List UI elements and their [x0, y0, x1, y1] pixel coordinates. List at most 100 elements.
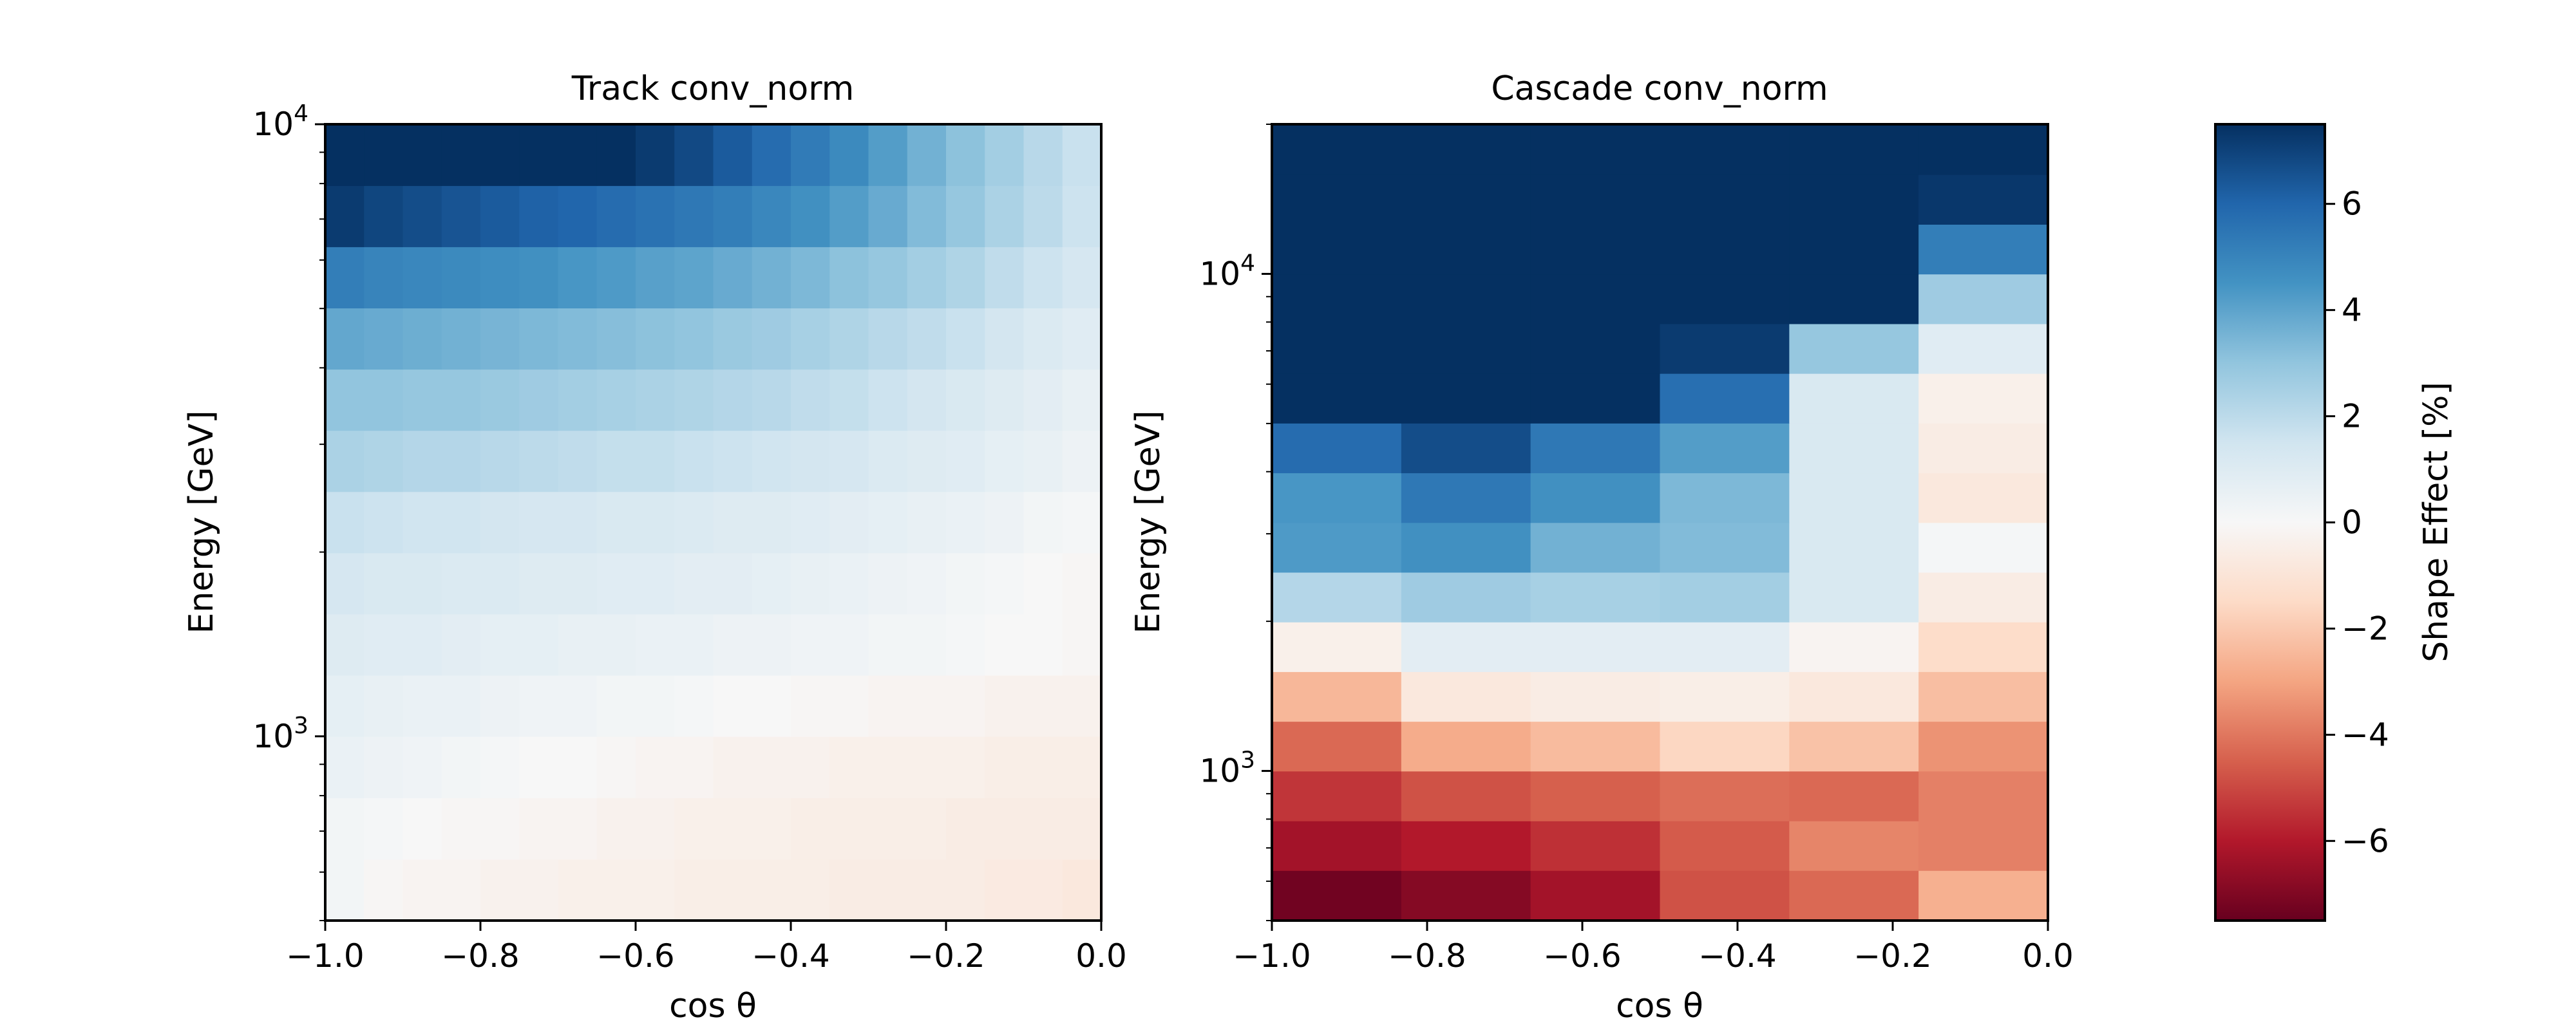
heatmap-cell — [907, 308, 947, 370]
heatmap-cell — [596, 247, 636, 309]
heatmap-cell — [441, 736, 481, 798]
heatmap-cell — [519, 308, 559, 370]
heatmap-cell — [1789, 274, 1919, 324]
heatmap-cell — [1789, 721, 1919, 772]
heatmap-cell — [674, 308, 714, 370]
heatmap-cell — [1272, 423, 1402, 474]
heatmap-cell — [1023, 247, 1063, 309]
heatmap-cell — [596, 613, 636, 676]
heatmap-cell — [596, 675, 636, 737]
heatmap-cell — [1272, 721, 1402, 772]
heatmap-cell — [868, 859, 908, 921]
heatmap-cell — [907, 124, 947, 186]
heatmap-cell — [1530, 373, 1661, 424]
heatmap-cell — [441, 124, 481, 186]
heatmap-cell — [985, 798, 1025, 860]
heatmap-cell — [1918, 174, 2049, 225]
heatmap-cell — [480, 675, 520, 737]
heatmap-cell — [985, 552, 1025, 615]
heatmap-cell — [441, 859, 481, 921]
heatmap-cell — [946, 675, 986, 737]
heatmap-cell — [868, 798, 908, 860]
heatmap-cell — [519, 491, 559, 554]
heatmap-cell — [364, 124, 404, 186]
heatmap-cell — [402, 491, 442, 554]
x-tick-label: 0.0 — [1075, 937, 1127, 975]
heatmap-cell — [1401, 572, 1531, 623]
heatmap-cell — [1918, 423, 2049, 474]
heatmap-cell — [752, 552, 791, 615]
heatmap-cell — [596, 369, 636, 431]
x-tick-label: −0.2 — [1853, 937, 1931, 975]
heatmap-cell — [402, 308, 442, 370]
heatmap-cell — [946, 369, 986, 431]
heatmap-cell — [480, 798, 520, 860]
heatmap-cell — [791, 798, 831, 860]
x-axis-ticks: −1.0 −0.8 −0.6 −0.4 −0.2 0.0 — [286, 921, 1127, 975]
heatmap-cell — [1530, 820, 1661, 871]
heatmap-cell — [1401, 870, 1531, 921]
heatmap-cell — [985, 369, 1025, 431]
heatmap-cell — [1789, 373, 1919, 424]
heatmap-cell — [829, 798, 869, 860]
heatmap-cell — [1062, 124, 1102, 186]
x-tick-label: −0.4 — [1698, 937, 1776, 975]
heatmap-cell — [1789, 423, 1919, 474]
heatmap-cell — [1272, 174, 1402, 225]
y-tick-label: 103 — [1199, 747, 1255, 790]
heatmap-cell — [325, 247, 365, 309]
heatmap-cell — [364, 430, 404, 492]
heatmap-cell — [558, 491, 598, 554]
heatmap-cell — [1062, 736, 1102, 798]
heatmap-cell — [1918, 124, 2049, 175]
heatmap-cell — [636, 675, 676, 737]
heatmap-cell — [829, 613, 869, 676]
y-axis-ticks: 103 104 — [252, 100, 325, 921]
heatmap-cell — [674, 798, 714, 860]
heatmap-cell — [674, 430, 714, 492]
colorbar-tick-label: 6 — [2342, 185, 2362, 223]
heatmap-cell — [829, 859, 869, 921]
y-tick-label: 104 — [252, 100, 308, 143]
heatmap-cell — [791, 430, 831, 492]
heatmap-cell — [791, 247, 831, 309]
heatmap-cell — [829, 185, 869, 247]
heatmap-cell — [1789, 124, 1919, 175]
heatmap-cell — [1918, 721, 2049, 772]
heatmap-cell — [402, 675, 442, 737]
heatmap-cell — [907, 430, 947, 492]
heatmap-cell — [946, 430, 986, 492]
colorbar-tick-label: −4 — [2342, 716, 2389, 753]
heatmap-cell — [1918, 870, 2049, 921]
heatmap-cell — [558, 430, 598, 492]
heatmap-cell — [325, 859, 365, 921]
heatmap-cell — [868, 736, 908, 798]
y-tick-label: 103 — [252, 713, 308, 755]
heatmap-cell — [1918, 473, 2049, 523]
heatmap-cell — [1401, 274, 1531, 324]
heatmap-cell — [1272, 572, 1402, 623]
heatmap-cell — [1660, 820, 1790, 871]
track-heatmap-panel: Track conv_norm −1.0 −0.8 −0.6 −0.4 −0.2 0.0 … — [182, 70, 1127, 1025]
heatmap-cell — [752, 798, 791, 860]
heatmap-cell — [791, 308, 831, 370]
heatmap-cell — [1530, 522, 1661, 573]
heatmap-cell — [402, 859, 442, 921]
heatmap-cell — [519, 247, 559, 309]
heatmap-cell — [325, 613, 365, 676]
heatmap-cell — [596, 491, 636, 554]
heatmap-cell — [1023, 859, 1063, 921]
heatmap-cell — [985, 675, 1025, 737]
heatmap-cell — [829, 675, 869, 737]
heatmap-cell — [1401, 473, 1531, 523]
heatmap-cell — [674, 675, 714, 737]
heatmap-cell — [519, 613, 559, 676]
heatmap-cell — [402, 798, 442, 860]
heatmap-cell — [636, 430, 676, 492]
heatmap-cell — [985, 491, 1025, 554]
heatmap-cell — [519, 675, 559, 737]
heatmap-cell — [596, 308, 636, 370]
heatmap-cell — [713, 798, 753, 860]
heatmap-cell — [791, 124, 831, 186]
heatmap-cell — [441, 430, 481, 492]
